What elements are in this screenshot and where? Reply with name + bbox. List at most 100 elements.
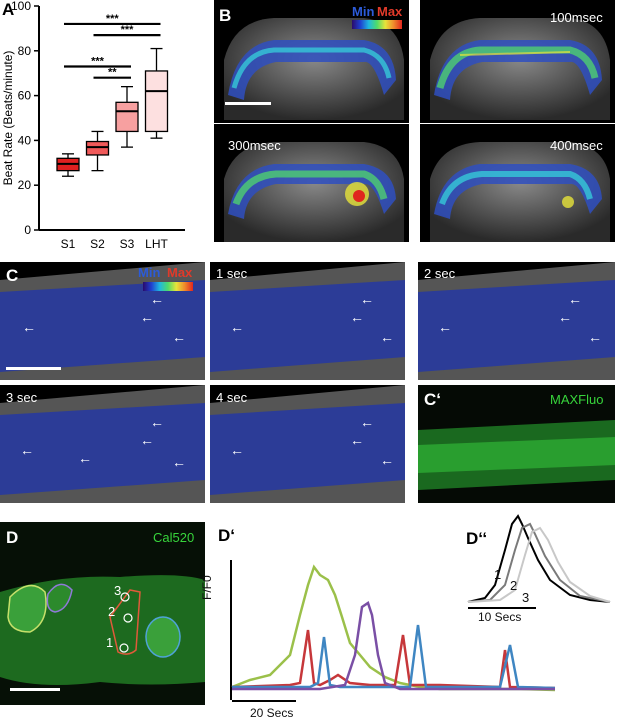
- b-tile-400ms: [420, 124, 615, 242]
- c-colorbar-min: Min: [138, 265, 161, 280]
- b-tile-400ms-image: [430, 142, 610, 242]
- svg-text:←: ←: [22, 319, 36, 335]
- c-tile-1s: ← ← ← ←: [210, 262, 405, 380]
- panel-letter-a: A: [2, 0, 15, 19]
- c-tile-3s: ← ← ← ← ←: [0, 385, 205, 503]
- svg-text:←: ←: [588, 329, 602, 345]
- box-lht: [144, 70, 169, 133]
- y-tick-label: 60: [18, 89, 32, 103]
- d-prime-traces: [230, 560, 556, 702]
- y-tick-label: 20: [18, 178, 32, 192]
- x-tick-label: S1: [61, 237, 76, 251]
- svg-text:←: ←: [172, 329, 186, 345]
- dd-trace-3: [467, 526, 611, 603]
- c-prime-image: [418, 385, 615, 503]
- svg-text:←: ←: [20, 442, 34, 458]
- box-s2: [85, 140, 110, 156]
- c-colorbar-max: Max: [167, 265, 193, 280]
- d-prime-ylabel: F/F0: [200, 575, 214, 600]
- svg-text:←: ←: [230, 442, 244, 458]
- dd-number-1: 1: [494, 567, 502, 582]
- d-roi-number-3: 3: [114, 583, 122, 598]
- b-tile-100ms: [420, 0, 615, 123]
- c-label-1s: 1 sec: [216, 266, 248, 281]
- panel-letter-c: C: [6, 266, 19, 285]
- svg-text:←: ←: [230, 319, 244, 335]
- d-scalebar: [10, 688, 60, 691]
- svg-text:←: ←: [350, 432, 364, 448]
- c-prime-tile: [418, 385, 615, 503]
- c-label-3s: 3 sec: [6, 390, 38, 405]
- svg-text:←: ←: [558, 309, 572, 325]
- d-prime-trace-blue: [232, 624, 556, 690]
- box-s3: [115, 101, 139, 133]
- b-tile-100ms-image: [430, 18, 610, 120]
- c-tile-2s: ← ← ← ←: [418, 262, 615, 380]
- beat-rate-boxplot: 0 20 40 60 80 100 Beat Rate (Beats/minute) S1 S2…: [1, 0, 185, 251]
- y-tick-label: 100: [11, 0, 31, 13]
- c-prime-label: MAXFluo: [550, 392, 604, 407]
- svg-text:←: ←: [568, 291, 582, 307]
- b-tile-300ms: [214, 124, 409, 242]
- y-tick-label: 80: [18, 44, 32, 58]
- c-tile-baseline: ← ← ← ←: [0, 262, 205, 380]
- panel-letter-b: B: [219, 6, 232, 25]
- y-tick-label: 0: [24, 223, 31, 237]
- svg-text:←: ←: [140, 432, 154, 448]
- dd-trace-1: [467, 514, 611, 603]
- c-label-2s: 2 sec: [424, 266, 456, 281]
- b-tile-300ms-image: [224, 142, 404, 242]
- c-tile-4s-image: ← ← ← ←: [210, 385, 405, 503]
- c-tile-2s-image: ← ← ← ←: [418, 262, 615, 380]
- dd-number-2: 2: [510, 578, 518, 593]
- c-tile-4s: ← ← ← ←: [210, 385, 405, 503]
- significance-label: ***: [121, 24, 135, 36]
- b-scalebar: [225, 102, 271, 105]
- significance-label: **: [108, 67, 117, 79]
- panel-letter-d-prime: D‘: [218, 526, 235, 545]
- svg-text:←: ←: [140, 309, 154, 325]
- d-roi-number-2: 2: [108, 604, 116, 619]
- c-tile-3s-image: ← ← ← ← ←: [0, 385, 205, 503]
- y-axis-label: Beat Rate (Beats/minute): [1, 51, 15, 186]
- dd-number-3: 3: [522, 590, 530, 605]
- c-tile-1s-image: ← ← ← ←: [210, 262, 405, 380]
- b-tile-baseline-image: [224, 18, 404, 120]
- d-double-prime-traces: [467, 514, 611, 609]
- panel-letter-d: D: [6, 528, 19, 547]
- svg-text:←: ←: [172, 454, 186, 470]
- dd-trace-2: [467, 522, 611, 603]
- b-colorbar-min: Min: [352, 4, 375, 19]
- b-label-100ms: 100msec: [550, 10, 603, 25]
- x-tick-label: LHT: [145, 237, 168, 251]
- d-prime-scalebar-label: 20 Secs: [250, 706, 294, 720]
- b-colorbar: [352, 20, 402, 29]
- x-tick-label: S3: [120, 237, 135, 251]
- c-tile-baseline-image: ← ← ← ←: [0, 262, 205, 380]
- svg-text:←: ←: [380, 452, 394, 468]
- svg-text:←: ←: [360, 291, 374, 307]
- b-label-400ms: 400msec: [550, 138, 603, 153]
- svg-text:←: ←: [150, 414, 164, 430]
- significance-label: ***: [106, 13, 120, 25]
- dd-scalebar-label: 10 Secs: [478, 610, 522, 624]
- svg-text:←: ←: [360, 414, 374, 430]
- svg-text:←: ←: [438, 319, 452, 335]
- panel-letter-c-prime: C‘: [424, 390, 441, 409]
- svg-text:←: ←: [78, 450, 92, 466]
- c-colorbar: [143, 282, 193, 291]
- d-tile: [0, 522, 205, 705]
- x-tick-label: S2: [90, 237, 105, 251]
- c-label-4s: 4 sec: [216, 390, 248, 405]
- svg-text:←: ←: [150, 291, 164, 307]
- d-roi-number-1: 1: [106, 635, 114, 650]
- svg-text:←: ←: [380, 329, 394, 345]
- significance-label: ***: [91, 55, 105, 67]
- b-colorbar-max: Max: [377, 4, 403, 19]
- d-image: [0, 522, 205, 705]
- panel-letter-d-double-prime: D‘‘: [466, 529, 488, 548]
- d-prime-trace-purple: [232, 601, 555, 691]
- y-tick-label: 40: [18, 133, 32, 147]
- c-scalebar: [6, 367, 61, 370]
- svg-text:←: ←: [350, 309, 364, 325]
